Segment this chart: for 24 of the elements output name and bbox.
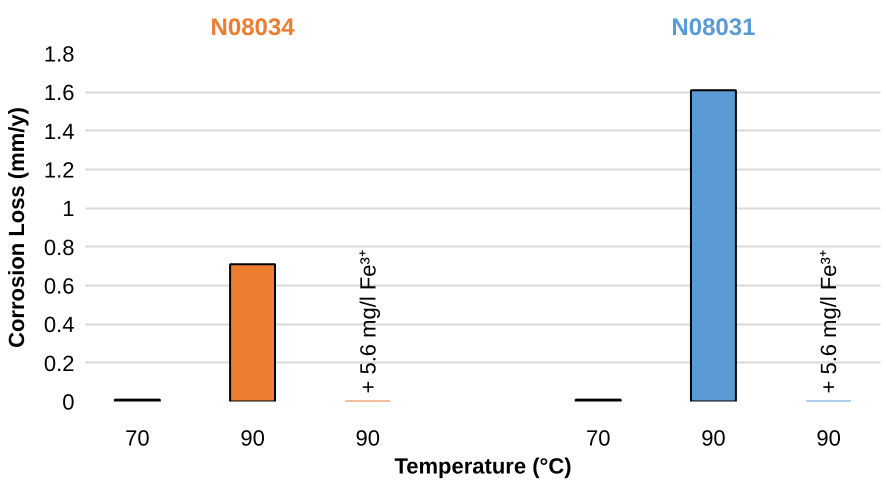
x-axis-title: Temperature (°C) bbox=[394, 454, 572, 478]
text: N08031 bbox=[671, 14, 756, 41]
x-tick-label: 90 bbox=[701, 426, 726, 450]
y-tick-label: 0.2 bbox=[44, 350, 75, 376]
y-tick-label: 1.6 bbox=[44, 80, 75, 106]
y-tick-label: 0.8 bbox=[44, 234, 75, 260]
text: N08034 bbox=[210, 14, 296, 41]
y-tick-label: 0.6 bbox=[44, 274, 75, 298]
annotation: + 5.6 mg/l Fe³⁺ bbox=[355, 250, 380, 394]
bar bbox=[229, 263, 276, 402]
y-tick-label: 0 bbox=[62, 390, 75, 414]
y-tick-label: 0.4 bbox=[44, 312, 75, 338]
y-tick-label: 1.2 bbox=[44, 158, 75, 182]
y-tick-label: 1 bbox=[62, 196, 75, 222]
x-tick-label: 90 bbox=[240, 426, 265, 450]
y-tick-label: 1.8 bbox=[44, 42, 75, 66]
x-tick-label: 90 bbox=[356, 426, 380, 450]
annotation: + 5.6 mg/l Fe³⁺ bbox=[816, 250, 842, 394]
x-tick-label: 70 bbox=[125, 426, 150, 450]
y-axis-title: Corrosion Loss (mm/y) bbox=[4, 107, 29, 348]
x-tick-label: 90 bbox=[816, 426, 841, 450]
bar bbox=[690, 89, 737, 402]
x-tick-label: 70 bbox=[586, 426, 610, 450]
y-tick-label: 1.4 bbox=[44, 118, 75, 144]
